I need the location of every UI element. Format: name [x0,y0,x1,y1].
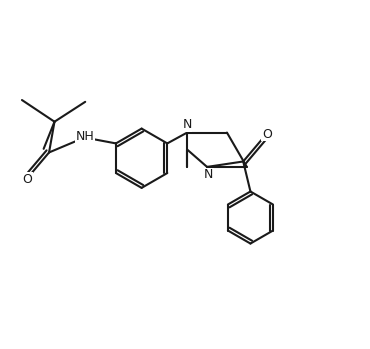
Text: O: O [262,128,272,141]
Text: NH: NH [76,130,95,143]
Text: N: N [182,118,192,131]
Text: O: O [23,173,32,186]
Text: N: N [204,168,213,181]
